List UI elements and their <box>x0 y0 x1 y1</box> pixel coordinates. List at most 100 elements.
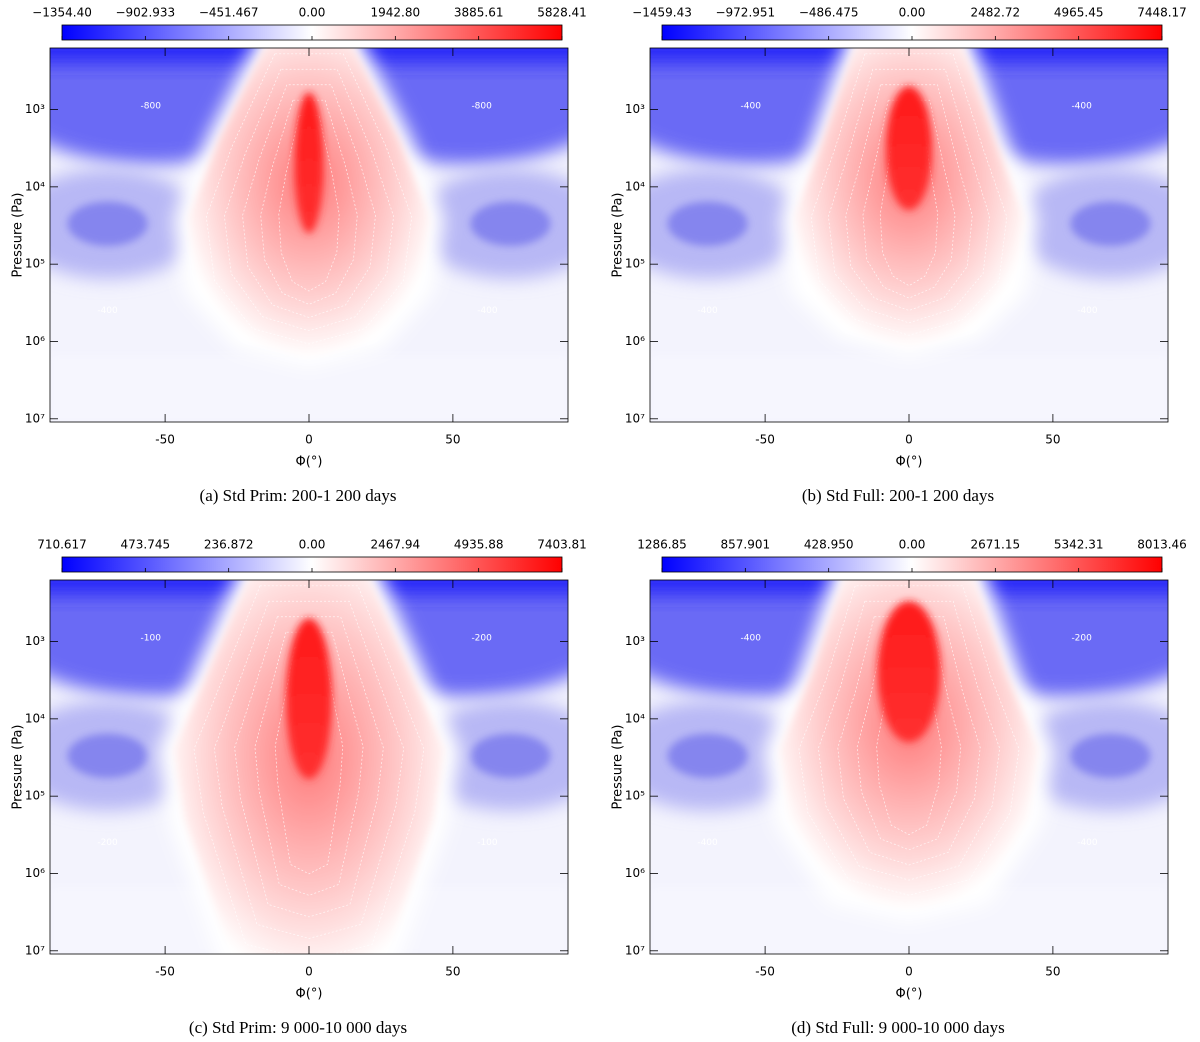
y-tick-label: 10⁵ <box>25 257 45 271</box>
caption: (d) Std Full: 9 000-10 000 days <box>791 1018 1004 1037</box>
y-tick-label: 10⁴ <box>25 179 45 193</box>
colorbar-tick-label: 236.872 <box>204 538 254 552</box>
colorbar-tick-label: 5828.41 <box>537 6 587 20</box>
y-tick-label: 10⁶ <box>625 334 645 348</box>
y-tick-label: 10³ <box>25 634 45 648</box>
colorbar-tick-label: 2482.72 <box>971 6 1021 20</box>
y-tick-label: 10⁴ <box>625 711 645 725</box>
colorbar-tick-label: 0.00 <box>299 6 326 20</box>
colorbar-tick-label: 428.950 <box>804 538 854 552</box>
contour <box>879 115 939 287</box>
colorbar-tick-label: 3885.61 <box>454 6 504 20</box>
x-axis-label: Φ(°) <box>296 987 323 1002</box>
y-tick-label: 10⁴ <box>625 179 645 193</box>
x-tick-label: -50 <box>755 965 775 979</box>
colorbar-tick-label: −486.475 <box>799 6 859 20</box>
colorbar-tick-label: 473.745 <box>121 538 171 552</box>
contour-label: -200 <box>97 838 118 848</box>
panel: 710.617 473.745 236.872 0.00 2467.94 4935.88 7… <box>11 538 587 1037</box>
x-tick-label: 50 <box>1045 433 1060 447</box>
contour <box>856 631 962 851</box>
y-tick-label: 10³ <box>25 102 45 116</box>
x-tick-label: 0 <box>305 433 313 447</box>
colorbar-tick-label: 8013.46 <box>1137 538 1187 552</box>
y-tick-label: 10⁷ <box>25 411 45 425</box>
contour <box>242 84 376 318</box>
y-tick-label: 10³ <box>625 634 645 648</box>
field-shape <box>470 201 551 246</box>
y-axis-label: Pressure (Pa) <box>611 192 626 277</box>
contour-label: -400 <box>697 838 718 848</box>
heatmap: -100 -200 -200 -100 <box>50 580 568 954</box>
field-shape <box>667 733 748 778</box>
colorbar-tick-label: 0.00 <box>299 538 326 552</box>
contour-label: -400 <box>1077 306 1098 316</box>
colorbar-tick-label: 7403.81 <box>537 538 587 552</box>
contour <box>205 53 413 345</box>
panel: −1354.40 −902.933 −451.467 0.00 1942.80 3885.… <box>11 6 587 505</box>
field-shape <box>1070 201 1151 246</box>
contour-label: -100 <box>141 633 162 643</box>
colorbar-tick-label: −1459.43 <box>632 6 692 20</box>
x-tick-label: -50 <box>155 433 175 447</box>
heatmap: -800 -800 -400 -400 <box>50 48 568 422</box>
y-tick-label: 10³ <box>625 102 645 116</box>
contour-label: -400 <box>741 633 762 643</box>
x-tick-label: 0 <box>905 965 913 979</box>
field-shape <box>294 92 324 234</box>
contour <box>213 600 405 939</box>
contour <box>810 53 1008 336</box>
panel: −1459.43 −972.951 −486.475 0.00 2482.72 4965.… <box>611 6 1187 505</box>
x-tick-label: 50 <box>1045 965 1060 979</box>
colorbar-tick-label: 5342.31 <box>1054 538 1104 552</box>
field-shape <box>779 580 1039 911</box>
contour-label: -400 <box>741 101 762 111</box>
contour-label: -400 <box>97 306 118 316</box>
x-tick-label: 50 <box>445 433 460 447</box>
colorbar-tick-label: 4935.88 <box>454 538 504 552</box>
field-shape <box>650 355 1168 422</box>
contour-label: -400 <box>697 306 718 316</box>
colorbar-tick-label: 4965.45 <box>1054 6 1104 20</box>
contour-label: -200 <box>1071 633 1092 643</box>
field-shape <box>285 618 333 780</box>
y-tick-label: 10⁵ <box>625 257 645 271</box>
y-tick-label: 10⁴ <box>25 711 45 725</box>
colorbar-tick-label: −902.933 <box>115 6 175 20</box>
colorbar-tick-label: −972.951 <box>715 6 775 20</box>
contour-label: -400 <box>1077 838 1098 848</box>
contour <box>193 585 425 954</box>
contour <box>817 600 1001 881</box>
colorbar-tick-label: 0.00 <box>899 538 926 552</box>
contour-label: -400 <box>477 306 498 316</box>
y-tick-label: 10⁵ <box>25 789 45 803</box>
contour <box>845 84 973 311</box>
contour <box>224 68 394 332</box>
colorbar-tick-label: 710.617 <box>37 538 87 552</box>
x-tick-label: 0 <box>305 965 313 979</box>
y-tick-label: 10⁶ <box>625 866 645 880</box>
y-tick-label: 10⁷ <box>625 411 645 425</box>
contour <box>274 647 344 875</box>
contour <box>837 616 981 866</box>
field-shape <box>667 201 748 246</box>
y-axis-label: Pressure (Pa) <box>11 192 26 277</box>
heatmap: -400 -400 -400 -400 <box>650 48 1168 422</box>
x-tick-label: -50 <box>155 965 175 979</box>
contour <box>798 585 1020 896</box>
y-axis-label: Pressure (Pa) <box>11 724 26 809</box>
y-tick-label: 10⁵ <box>625 789 645 803</box>
field-shape <box>67 201 148 246</box>
field-shape <box>470 733 551 778</box>
colorbar-tick-label: 857.901 <box>721 538 771 552</box>
x-tick-label: 50 <box>445 965 460 979</box>
x-axis-label: Φ(°) <box>896 455 923 470</box>
field-shape <box>1070 733 1151 778</box>
caption: (b) Std Full: 200-1 200 days <box>802 486 994 505</box>
contour <box>254 631 364 896</box>
x-axis-label: Φ(°) <box>896 987 923 1002</box>
contour <box>234 616 384 918</box>
colorbar-tick-label: −1354.40 <box>32 6 92 20</box>
contour-label: -200 <box>471 633 492 643</box>
